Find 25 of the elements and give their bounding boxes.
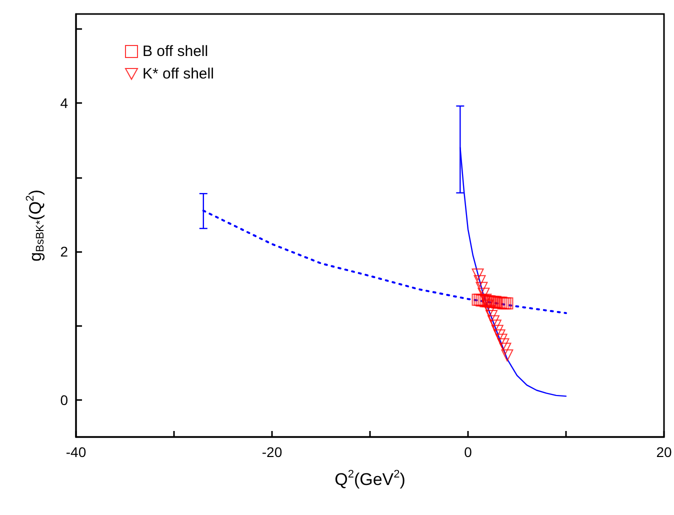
point: [482, 300, 494, 312]
point: [478, 288, 490, 300]
point: [472, 268, 484, 280]
x-tick-label: -20: [262, 444, 282, 460]
point: [499, 342, 512, 355]
point: [474, 275, 486, 288]
legend-label: K* off shell: [142, 65, 214, 82]
point: [484, 304, 496, 317]
legend-label: B off shell: [142, 43, 208, 60]
point: [501, 349, 514, 362]
point: [489, 320, 502, 332]
x-tick-label: -40: [66, 444, 86, 460]
point: [476, 282, 488, 294]
x-tick-label: 20: [656, 444, 672, 460]
x-tick-label: 0: [464, 444, 472, 460]
point: [493, 329, 506, 342]
point: [491, 324, 504, 337]
y-tick-label: 2: [60, 243, 68, 260]
y-tick-label: 4: [60, 95, 68, 112]
y-tick-label: 0: [60, 392, 68, 408]
point: [487, 315, 500, 328]
point: [497, 338, 510, 350]
point: [495, 334, 508, 346]
y-axis-title: gBsBK*(Q2): [24, 190, 46, 262]
point: [486, 310, 498, 322]
